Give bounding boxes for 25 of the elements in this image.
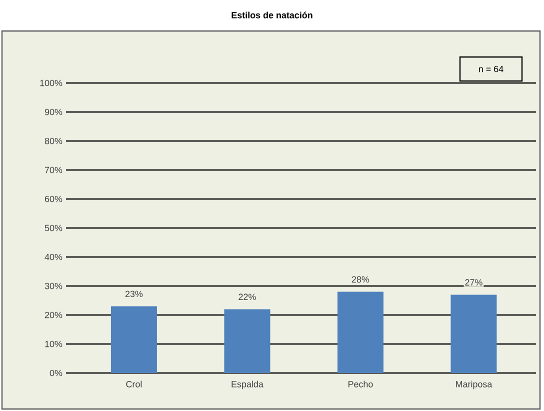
y-tick-label: 80%	[44, 138, 62, 144]
x-tick-label: Crol	[126, 380, 142, 388]
y-tick-label: 90%	[44, 108, 62, 116]
y-tick-label: 30%	[44, 282, 62, 290]
data-label: 27%	[465, 279, 482, 286]
data-label: 22%	[238, 294, 256, 300]
y-tick-label: 10%	[45, 340, 62, 348]
y-tick-label: 70%	[44, 166, 62, 174]
x-tick-label: Espalda	[232, 380, 264, 390]
bar	[110, 306, 157, 373]
bar	[224, 309, 270, 373]
y-tick-label: 60%	[44, 196, 62, 202]
x-tick-label: Mariposa	[456, 380, 492, 390]
y-tick-label: 0%	[50, 370, 62, 376]
data-label: 23%	[125, 290, 143, 298]
y-tick-label: 40%	[44, 254, 62, 260]
y-tick-label: 20%	[44, 312, 62, 318]
data-label: 28%	[352, 276, 370, 283]
bar	[450, 294, 497, 373]
x-tick-label: Pecho	[348, 380, 373, 388]
text: n = 64	[479, 66, 504, 72]
y-tick-label: 100%	[40, 80, 62, 86]
chart-title: Estilos de natación	[232, 12, 312, 18]
y-tick-label: 50%	[44, 224, 62, 232]
bar	[337, 292, 384, 373]
